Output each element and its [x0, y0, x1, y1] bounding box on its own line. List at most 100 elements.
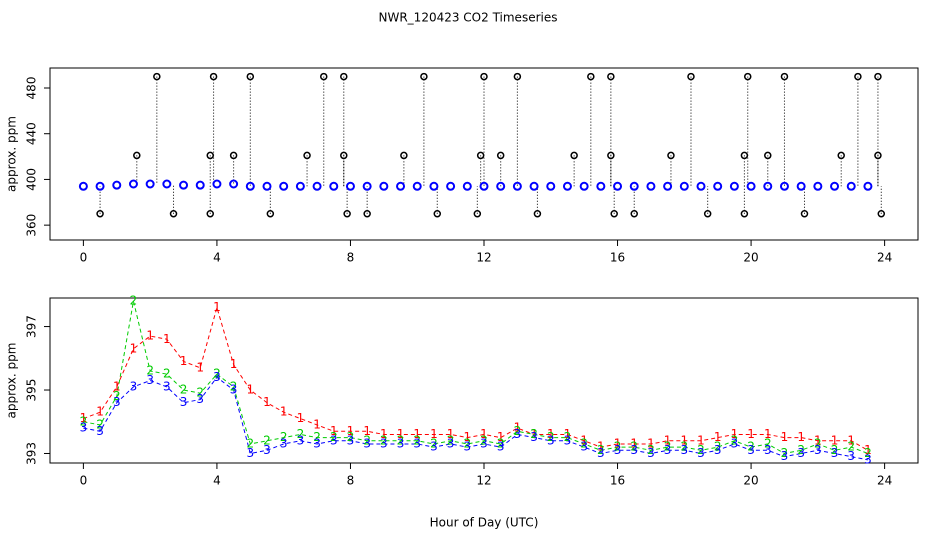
point-label: 3: [697, 446, 705, 460]
point-label: 3: [246, 446, 254, 460]
point-label: 1: [781, 430, 789, 444]
series-line: [83, 301, 869, 455]
flag-point: [877, 209, 886, 218]
point-label: 3: [263, 443, 271, 457]
point-label: 3: [514, 427, 522, 441]
point-label: 1: [380, 427, 388, 441]
flag-point: [607, 151, 615, 160]
point-label: 1: [347, 424, 355, 438]
point-label: 1: [564, 427, 572, 441]
x-tick-label: 4: [213, 251, 221, 265]
point-label: 2: [614, 440, 622, 454]
point-label: 1: [647, 436, 655, 450]
x-tick-label: 8: [347, 474, 355, 488]
y-axis-label: approx. ppm: [5, 343, 19, 419]
x-tick-label: 16: [610, 251, 625, 265]
point-label: 3: [380, 436, 388, 450]
point-label: 1: [463, 430, 471, 444]
point-label: 2: [680, 440, 688, 454]
point: [613, 181, 623, 191]
point-label: 2: [664, 440, 672, 454]
point-label: 1: [480, 427, 488, 441]
point: [813, 181, 823, 191]
point-label: 3: [797, 446, 805, 460]
point-label: 3: [363, 436, 371, 450]
point-label: 3: [530, 430, 538, 444]
point-label: 3: [80, 421, 88, 435]
point-label: 3: [480, 436, 488, 450]
point-label: 1: [731, 427, 739, 441]
point: [229, 179, 239, 189]
point-label: 2: [530, 427, 538, 441]
point-label: 1: [196, 360, 204, 374]
point-label: 2: [313, 430, 321, 444]
point-label: 2: [697, 443, 705, 457]
flag-point: [610, 209, 618, 218]
flag-point: [874, 72, 882, 81]
flag-point: [343, 209, 351, 218]
y-tick-label: 397: [25, 315, 39, 338]
point-label: 1: [530, 427, 538, 441]
flag-point: [607, 72, 615, 81]
point-label: 3: [580, 440, 588, 454]
point-label: 2: [747, 440, 755, 454]
point: [663, 181, 673, 191]
point-label: 3: [347, 433, 355, 447]
point-label: 3: [113, 395, 121, 409]
point-label: 2: [146, 363, 154, 377]
point-label: 1: [580, 433, 588, 447]
x-tick-label: 24: [877, 474, 892, 488]
x-tick-label: 24: [877, 251, 892, 265]
point: [295, 181, 305, 191]
point-label: 2: [330, 430, 338, 444]
flag-point: [740, 151, 749, 160]
flag-point: [740, 209, 749, 218]
point-label: 2: [130, 294, 138, 308]
point: [579, 181, 589, 191]
x-tick-label: 12: [476, 251, 491, 265]
point-label: 2: [580, 436, 588, 450]
flag-point: [764, 151, 772, 160]
point: [713, 181, 723, 191]
point-label: 2: [447, 433, 455, 447]
point: [446, 181, 456, 191]
flag-point: [667, 151, 675, 160]
point-label: 3: [714, 443, 722, 457]
series-line: [83, 376, 869, 461]
point-label: 3: [130, 379, 138, 393]
point-label: 3: [463, 440, 471, 454]
point-label: 1: [130, 341, 138, 355]
point-label: 1: [180, 354, 188, 368]
point: [696, 181, 706, 191]
point-label: 3: [781, 449, 789, 463]
point-label: 1: [397, 427, 405, 441]
point-label: 1: [163, 332, 171, 346]
point-label: 3: [447, 436, 455, 450]
point-label: 3: [146, 373, 154, 387]
point-label: 1: [847, 433, 855, 447]
flag-point: [340, 151, 348, 160]
point-label: 2: [764, 436, 772, 450]
point-label: 1: [213, 300, 221, 314]
x-tick-label: 0: [80, 474, 88, 488]
point: [746, 181, 756, 191]
point-label: 2: [196, 386, 204, 400]
x-tick-label: 20: [743, 474, 758, 488]
flag-point: [420, 72, 428, 81]
point: [679, 181, 689, 191]
point-label: 1: [363, 424, 371, 438]
point-label: 3: [96, 424, 104, 438]
flag-point: [587, 72, 595, 81]
point: [396, 181, 406, 191]
point: [729, 181, 739, 191]
point: [179, 180, 189, 190]
point: [162, 179, 172, 189]
point-label: 2: [564, 430, 572, 444]
point-label: 3: [413, 436, 421, 450]
flag-point: [480, 72, 488, 81]
flag-point: [780, 72, 789, 81]
point-label: 3: [831, 446, 839, 460]
point-label: 2: [630, 440, 638, 454]
point-label: 3: [180, 395, 188, 409]
point-label: 3: [630, 443, 638, 457]
